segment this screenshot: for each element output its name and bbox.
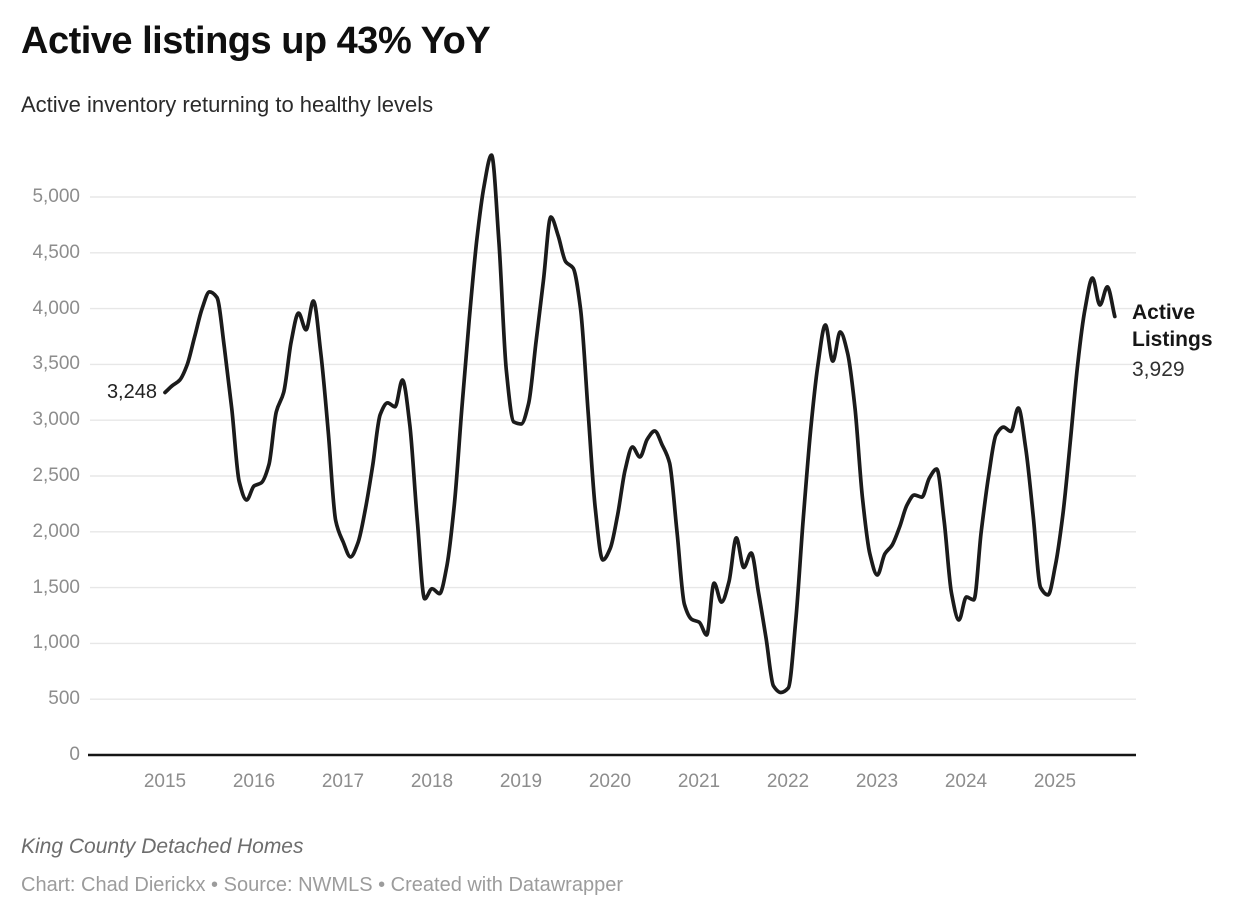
- y-tick-label: 5,000: [32, 186, 80, 207]
- first-value-label: 3,248: [106, 381, 157, 403]
- y-tick-label: 4,500: [32, 242, 80, 263]
- x-tick-label: 2023: [855, 771, 899, 792]
- chart-byline: Chart: Chad Dierickx • Source: NWMLS • C…: [21, 874, 623, 896]
- x-tick-label: 2025: [1033, 771, 1077, 792]
- x-tick-label: 2020: [588, 771, 632, 792]
- y-tick-label: 1,000: [32, 632, 80, 653]
- x-tick-label: 2015: [143, 771, 187, 792]
- y-tick-label: 4,000: [32, 298, 80, 319]
- x-tick-label: 2019: [499, 771, 543, 792]
- series-end-label: Active Listings 3,929: [1132, 299, 1222, 382]
- y-tick-label: 3,500: [32, 353, 80, 374]
- y-tick-label: 2,500: [32, 465, 80, 486]
- y-tick-label: 0: [69, 744, 80, 765]
- x-tick-label: 2018: [410, 771, 454, 792]
- y-tick-label: 3,000: [32, 409, 80, 430]
- y-tick-label: 2,000: [32, 521, 80, 542]
- y-tick-label: 500: [48, 688, 80, 709]
- x-tick-label: 2016: [232, 771, 276, 792]
- x-tick-label: 2021: [677, 771, 721, 792]
- series-last-value: 3,929: [1132, 358, 1185, 381]
- page-title: Active listings up 43% YoY: [21, 20, 491, 62]
- x-tick-label: 2017: [321, 771, 365, 792]
- x-tick-label: 2022: [766, 771, 810, 792]
- y-tick-label: 1,500: [32, 577, 80, 598]
- x-tick-label: 2024: [944, 771, 988, 792]
- chart-notes: King County Detached Homes: [21, 835, 304, 858]
- series-line: [163, 153, 1117, 695]
- series-name-label: Active Listings: [1132, 301, 1213, 351]
- chart-subtitle: Active inventory returning to healthy le…: [21, 92, 434, 117]
